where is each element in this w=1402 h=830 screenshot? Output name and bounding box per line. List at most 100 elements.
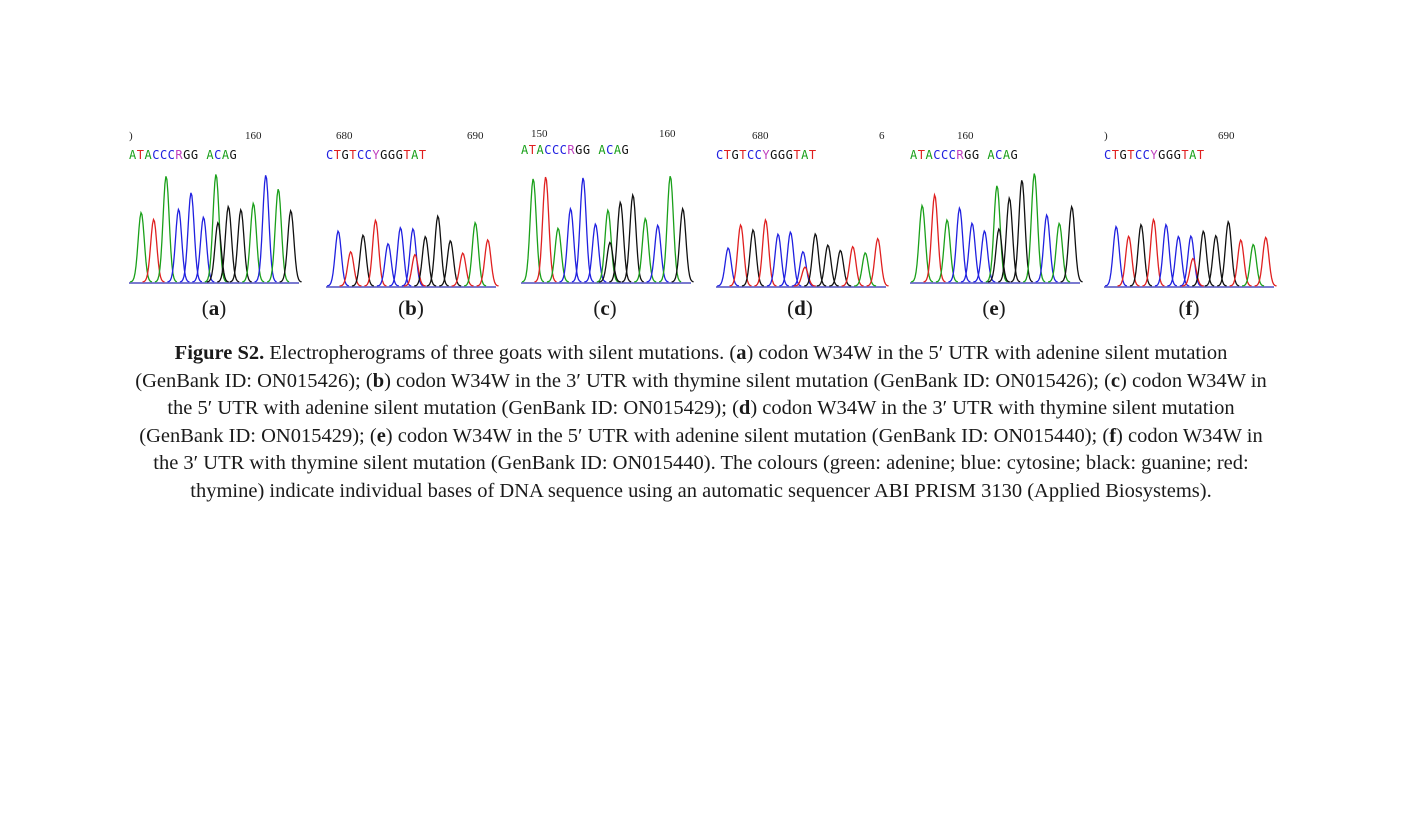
base-letter: T [917,148,926,162]
position-ticks: ) 160 [129,130,301,144]
trace-peak [779,230,802,287]
trace-peak [741,228,765,287]
paren: ( [1178,296,1186,320]
panel-letter: e [989,296,999,320]
panel-letter: a [208,296,220,320]
trace-peak [816,243,839,287]
caption-letter: a [736,342,747,364]
trace-peak [1217,219,1240,287]
base-letter: C [933,148,941,162]
trace-peak [658,176,682,283]
caption-letter: c [1110,369,1121,392]
trace-peak [634,216,657,283]
trace-plot [716,218,889,288]
panel-label-b: (b) [381,296,441,321]
base-letter: C [606,143,614,157]
base-letter: T [1181,148,1190,162]
figure-label: Figure S2. [174,342,265,364]
base-letter: T [1111,148,1120,162]
base-letter: T [418,148,427,162]
trace-peak [229,207,252,283]
base-letter: A [613,143,622,157]
base-sequence: CTGTCCYGGGTAT [716,148,888,162]
base-letter: R [956,148,965,162]
trace-peak [1204,234,1227,287]
panel-letter: f [1185,296,1193,320]
panel-label-c: (c) [575,296,635,321]
base-letter: A [536,143,545,157]
base-letter: C [551,143,560,157]
base-letter: C [1104,148,1112,162]
position-ticks: 680 6 [716,130,888,144]
tick-label: 160 [957,130,974,142]
trace-peak [1060,204,1083,283]
paren: ) [1192,296,1200,320]
base-letter: C [940,148,949,162]
position-ticks: 160 [910,130,1082,144]
base-letter: R [567,143,576,157]
trace-peak [559,206,582,283]
trace-peak [206,221,229,283]
trace-peak [1142,217,1165,287]
caption-letter: f [1109,424,1117,447]
trace-plot [326,214,499,288]
base-letter: T [739,148,747,162]
base-letter: T [808,148,817,162]
trace-peak [598,241,621,283]
base-letter: G [190,148,199,162]
base-letter: G [395,148,404,162]
trace-peak [1010,180,1033,283]
panel-label-a: (a) [184,296,244,321]
panel-letter: c [600,296,610,320]
base-letter: G [341,148,350,162]
trace-peak [854,251,877,287]
tick-label: 6 [879,130,885,142]
base-letter: C [326,148,334,162]
panel-label-f: (f) [1159,296,1219,321]
trace-peak [167,207,190,283]
trace-peak [217,204,240,283]
trace-peak [998,195,1021,283]
base-letter: T [333,148,342,162]
paren: ) [805,296,813,320]
trace-peak [1167,235,1190,287]
trace-peak [804,232,827,287]
caption-letter: b [372,369,385,392]
caption-text: ) codon W34W in the 5′ UTR with adenine … [167,369,1267,420]
base-letter: T [349,148,357,162]
electropherogram-panel-e: 160 ATACCCRGG ACAG [910,128,1083,294]
base-letter: G [785,148,794,162]
base-letter: A [221,148,230,162]
base-sequence: CTGTCCYGGGTAT [326,148,498,162]
trace-plot [129,174,302,284]
base-letter: G [621,143,630,157]
electropherogram-panel-d: 680 6 CTGTCCYGGGTAT [716,128,889,294]
base-sequence: ATACCCRGG ACAG [910,148,1082,162]
trace-peak [1229,238,1252,287]
trace-peak [279,208,302,283]
base-letter: G [1165,148,1174,162]
tick-label: ) [129,130,133,142]
base-letter: A [910,148,918,162]
trace-peak [571,177,595,283]
paren: ( [982,296,990,320]
paren: ( [398,296,406,320]
trace-peak [960,221,984,283]
paren: ) [998,296,1006,320]
base-letter: G [575,143,583,157]
base-letter: C [754,148,763,162]
base-letter: T [1196,148,1205,162]
paren: ( [593,296,601,320]
base-letter: G [387,148,396,162]
caption-text: ) codon W34W in the 3′ UTR with thymine … [384,369,1111,392]
electropherogram-panel-a: ) 160 ATACCCRGG ACAG [129,128,302,294]
base-letter: A [206,148,215,162]
position-ticks: ) 690 [1104,130,1276,144]
trace-peak [948,206,971,283]
panel-label-e: (e) [964,296,1024,321]
trace-plot [1104,217,1277,288]
trace-peak [646,223,669,283]
caption-text: ) codon W34W in the 5′ UTR with adenine … [385,424,1110,447]
trace-peak [351,233,375,287]
base-letter: C [559,143,568,157]
